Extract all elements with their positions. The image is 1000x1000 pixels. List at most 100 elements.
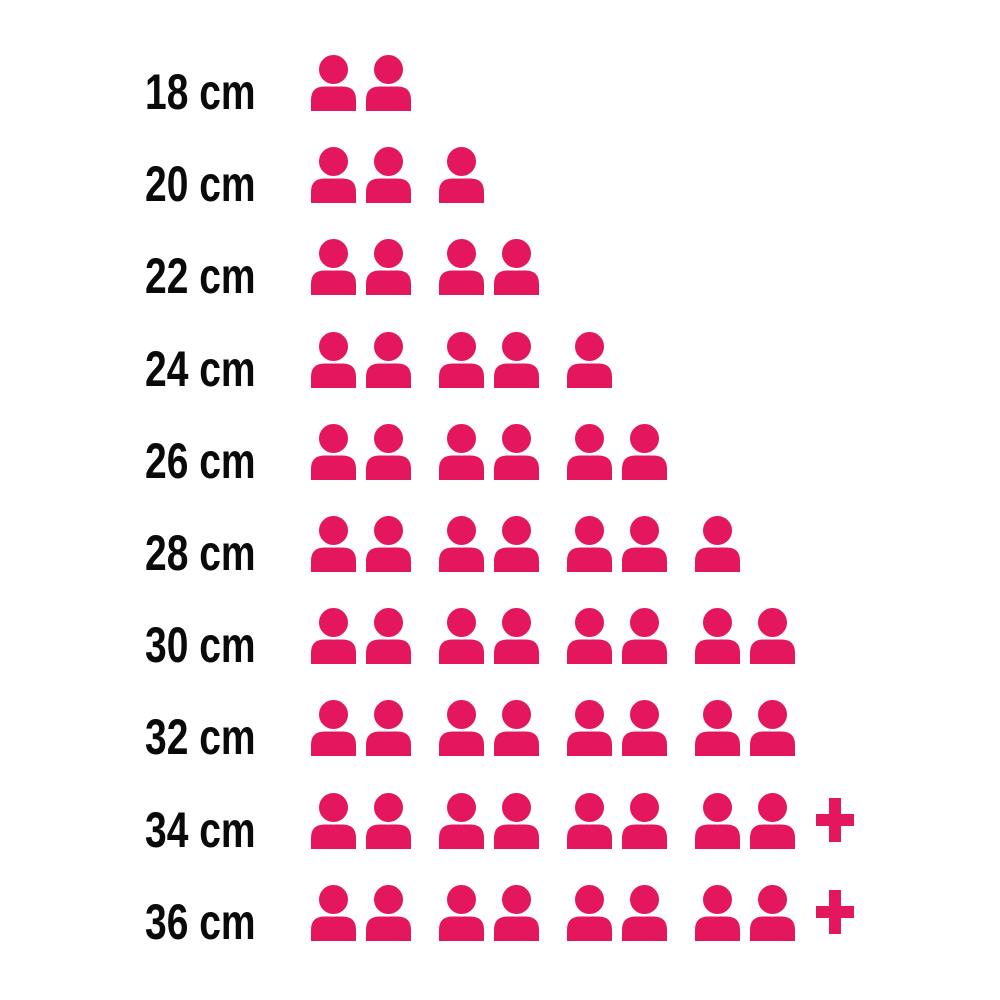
- pictogram-row: 18 cm: [0, 46, 1000, 138]
- icon-pair: [694, 606, 796, 665]
- icon-row: [310, 53, 412, 112]
- row-label: 24 cm: [145, 340, 256, 397]
- person-icon: [493, 698, 540, 757]
- icon-pair: [310, 145, 412, 204]
- icon-pair: [310, 421, 412, 480]
- icon-pair: [566, 606, 668, 665]
- person-icon: [310, 514, 357, 573]
- pictogram-row: 36 cm: [0, 876, 1000, 968]
- person-icon: [365, 698, 412, 757]
- pictogram-row: 22 cm: [0, 230, 1000, 322]
- icon-pair: [438, 514, 540, 573]
- person-icon: [365, 882, 412, 941]
- person-icon: [310, 145, 357, 204]
- icon-row: [310, 790, 854, 849]
- pictogram-row: 24 cm: [0, 323, 1000, 415]
- row-label: 26 cm: [145, 432, 256, 489]
- person-icon: [438, 421, 485, 480]
- person-icon: [694, 790, 741, 849]
- icon-pair: [310, 698, 412, 757]
- icon-pair: [438, 882, 540, 941]
- icon-row: [310, 237, 540, 296]
- person-icon: [621, 606, 668, 665]
- person-icon: [566, 421, 613, 480]
- person-icon: [621, 421, 668, 480]
- person-icon: [438, 698, 485, 757]
- icon-pair: [310, 329, 412, 388]
- person-icon: [749, 698, 796, 757]
- person-icon: [749, 790, 796, 849]
- icon-pair: [566, 698, 668, 757]
- row-label: 28 cm: [145, 525, 256, 582]
- person-icon: [365, 53, 412, 112]
- person-icon: [310, 421, 357, 480]
- icon-pair: [310, 790, 412, 849]
- pictogram-row: 34 cm: [0, 784, 1000, 876]
- person-icon: [310, 237, 357, 296]
- icon-row: [310, 514, 741, 573]
- row-label: 20 cm: [145, 156, 256, 213]
- row-label: 32 cm: [145, 709, 256, 766]
- icon-pair: [694, 790, 796, 849]
- icon-row: [310, 606, 796, 665]
- icon-pair: [310, 882, 412, 941]
- person-icon: [438, 790, 485, 849]
- icon-pair: [566, 882, 668, 941]
- icon-pair: [310, 514, 412, 573]
- person-icon: [566, 790, 613, 849]
- row-label: 22 cm: [145, 248, 256, 305]
- person-icon: [310, 698, 357, 757]
- icon-pair: [438, 237, 540, 296]
- pictogram-row: 30 cm: [0, 599, 1000, 691]
- person-icon: [493, 514, 540, 573]
- person-icon: [493, 790, 540, 849]
- icon-pair: [310, 237, 412, 296]
- icon-pair: [438, 421, 540, 480]
- icon-pair: [694, 514, 741, 573]
- person-icon: [694, 882, 741, 941]
- person-icon: [365, 421, 412, 480]
- icon-pair: [566, 790, 668, 849]
- icon-row: [310, 421, 668, 480]
- person-icon: [365, 237, 412, 296]
- person-icon: [438, 882, 485, 941]
- pictogram-row: 26 cm: [0, 415, 1000, 507]
- icon-pair: [566, 514, 668, 573]
- icon-row: [310, 882, 854, 941]
- person-icon: [365, 145, 412, 204]
- row-label: 34 cm: [145, 801, 256, 858]
- person-icon: [621, 790, 668, 849]
- person-icon: [621, 698, 668, 757]
- plus-icon: [816, 797, 854, 842]
- person-icon: [310, 53, 357, 112]
- person-icon: [566, 606, 613, 665]
- person-icon: [749, 882, 796, 941]
- person-icon: [566, 698, 613, 757]
- person-icon: [493, 421, 540, 480]
- row-label: 30 cm: [145, 617, 256, 674]
- plus-icon: [816, 889, 854, 934]
- person-icon: [365, 606, 412, 665]
- person-icon: [438, 329, 485, 388]
- row-label: 36 cm: [145, 893, 256, 950]
- person-icon: [310, 882, 357, 941]
- person-icon: [493, 329, 540, 388]
- icon-pair: [310, 53, 412, 112]
- person-icon: [365, 790, 412, 849]
- person-icon: [310, 606, 357, 665]
- person-icon: [493, 606, 540, 665]
- icon-pair: [310, 606, 412, 665]
- pictogram-row: 32 cm: [0, 691, 1000, 783]
- icon-pair: [438, 698, 540, 757]
- person-icon: [365, 329, 412, 388]
- person-icon: [310, 329, 357, 388]
- person-icon: [493, 237, 540, 296]
- person-icon: [438, 606, 485, 665]
- pictogram-row: 20 cm: [0, 138, 1000, 230]
- icon-pair: [694, 882, 796, 941]
- pictogram-row: 28 cm: [0, 507, 1000, 599]
- person-icon: [310, 790, 357, 849]
- person-icon: [438, 145, 485, 204]
- person-icon: [749, 606, 796, 665]
- person-icon: [694, 606, 741, 665]
